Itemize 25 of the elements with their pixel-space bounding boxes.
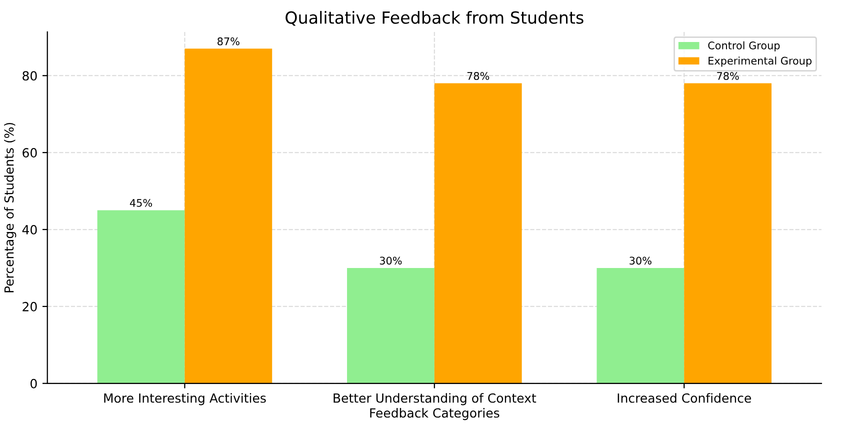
y-tick-label: 80 bbox=[22, 71, 37, 81]
y-axis-title: Percentage of Students (%) bbox=[4, 122, 16, 292]
data-label: 45% bbox=[130, 198, 152, 207]
x-tick-label: Better Understanding of Context bbox=[334, 393, 536, 406]
chart-title: Qualitative Feedback from Students bbox=[286, 10, 584, 26]
y-tick-label: 20 bbox=[22, 302, 37, 312]
data-label: 78% bbox=[717, 72, 739, 80]
bar bbox=[684, 83, 772, 384]
legend-label: Experimental Group bbox=[708, 56, 812, 67]
bar bbox=[97, 210, 185, 384]
bar bbox=[347, 268, 434, 384]
data-label: 78% bbox=[467, 72, 490, 80]
data-label: 87% bbox=[218, 37, 240, 46]
bar bbox=[434, 83, 522, 384]
x-tick-label: More Interesting Activities bbox=[104, 393, 266, 406]
y-tick-label: 60 bbox=[22, 148, 37, 158]
x-tick-label: Increased Confidence bbox=[618, 393, 751, 403]
x-axis-title: Feedback Categories bbox=[370, 408, 500, 420]
bar bbox=[596, 268, 684, 384]
y-tick-label: 40 bbox=[22, 224, 37, 234]
y-tick-label: 0 bbox=[30, 378, 37, 388]
data-label: 30% bbox=[630, 256, 652, 265]
bar bbox=[184, 48, 272, 384]
data-label: 30% bbox=[380, 256, 402, 265]
legend-label: Control Group bbox=[708, 41, 780, 52]
